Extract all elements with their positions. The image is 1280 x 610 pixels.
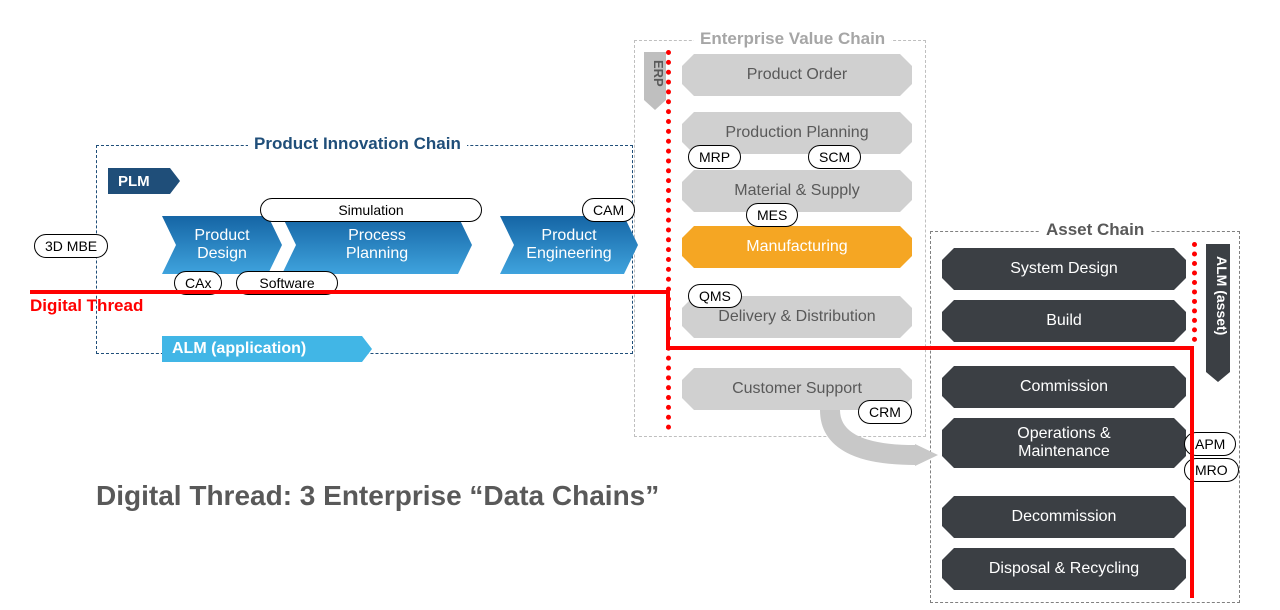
block-product-engineering: ProductEngineering: [500, 216, 638, 274]
block-product-order: Product Order: [682, 54, 912, 96]
block-operations-maintenance: Operations &Maintenance: [942, 418, 1186, 468]
thread-h2: [666, 346, 1194, 350]
block-decommission: Decommission: [942, 496, 1186, 538]
block-system-design: System Design: [942, 248, 1186, 290]
thread-v2: [1190, 346, 1194, 598]
thread-h1: [30, 290, 670, 294]
block-commission: Commission: [942, 366, 1186, 408]
dotted-evc-line: [666, 50, 671, 430]
alm-asset-tag: ALM (asset): [1206, 244, 1230, 389]
pill-simulation: Simulation: [260, 198, 482, 222]
block-process-planning: ProcessPlanning: [282, 216, 472, 274]
block-material-supply: Material & Supply: [682, 170, 912, 212]
thread-v1: [666, 290, 670, 350]
pill-cam: CAM: [582, 198, 635, 222]
pill-qms: QMS: [688, 284, 742, 308]
pill-3d-mbe: 3D MBE: [34, 234, 108, 258]
erp-tag: ERP: [644, 52, 666, 117]
block-build: Build: [942, 300, 1186, 342]
enterprise-value-title: Enterprise Value Chain: [694, 29, 891, 49]
main-title: Digital Thread: 3 Enterprise “Data Chain…: [96, 480, 659, 512]
alm-app-tag: ALM (application): [162, 336, 362, 362]
asset-chain-title: Asset Chain: [1040, 220, 1150, 240]
block-disposal-recycling: Disposal & Recycling: [942, 548, 1186, 590]
plm-tag: PLM: [108, 168, 170, 194]
product-innovation-title: Product Innovation Chain: [248, 134, 467, 154]
pill-scm: SCM: [808, 145, 861, 169]
pill-mrp: MRP: [688, 145, 741, 169]
block-product-design: ProductDesign: [162, 216, 282, 274]
block-manufacturing: Manufacturing: [682, 226, 912, 268]
dotted-asset-line: [1192, 242, 1197, 342]
pill-mes: MES: [746, 203, 798, 227]
digital-thread-label: Digital Thread: [30, 296, 143, 316]
curve-arrow-icon: [820, 400, 950, 480]
